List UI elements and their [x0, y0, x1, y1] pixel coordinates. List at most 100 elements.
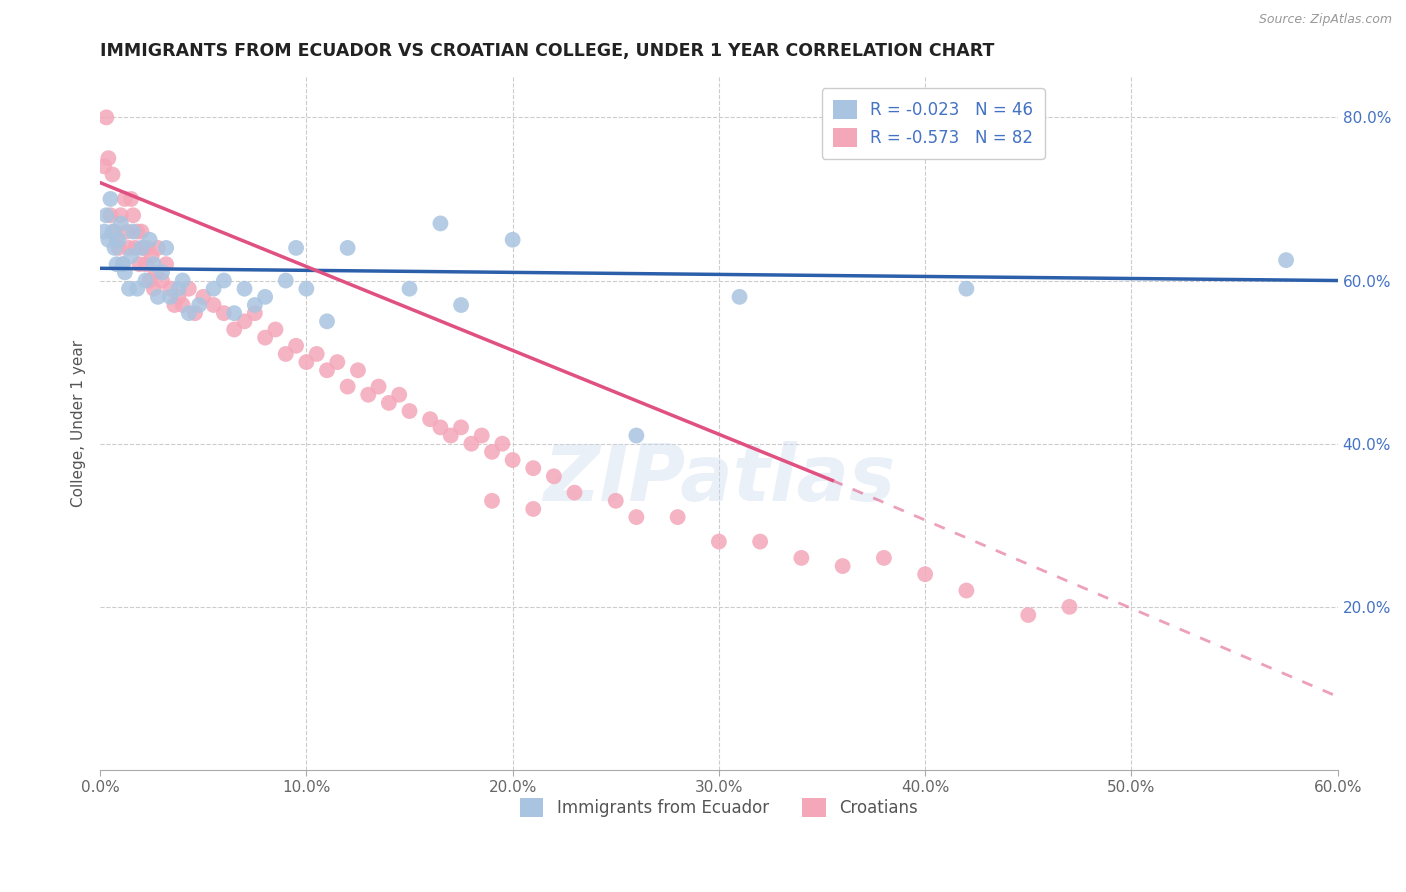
Point	[305, 347, 328, 361]
Point	[110, 216, 132, 230]
Point	[429, 216, 451, 230]
Point	[357, 388, 380, 402]
Point	[146, 290, 169, 304]
Y-axis label: College, Under 1 year: College, Under 1 year	[72, 340, 86, 507]
Point	[184, 306, 207, 320]
Point	[398, 404, 420, 418]
Text: Source: ZipAtlas.com: Source: ZipAtlas.com	[1258, 13, 1392, 27]
Point	[100, 192, 122, 206]
Point	[131, 225, 153, 239]
Point	[172, 298, 194, 312]
Point	[347, 363, 370, 377]
Point	[118, 241, 141, 255]
Point	[243, 298, 266, 312]
Point	[212, 274, 235, 288]
Point	[105, 233, 128, 247]
Point	[564, 485, 586, 500]
Point	[285, 339, 308, 353]
Point	[285, 241, 308, 255]
Point	[145, 265, 167, 279]
Point	[336, 241, 359, 255]
Point	[326, 355, 349, 369]
Point	[159, 290, 181, 304]
Point	[122, 225, 145, 239]
Point	[100, 208, 122, 222]
Point	[481, 445, 503, 459]
Point	[254, 290, 277, 304]
Point	[150, 265, 173, 279]
Point	[97, 151, 120, 165]
Point	[522, 461, 544, 475]
Point	[193, 290, 215, 304]
Point	[105, 257, 128, 271]
Point	[167, 282, 190, 296]
Point	[212, 306, 235, 320]
Point	[134, 274, 156, 288]
Point	[233, 282, 256, 296]
Point	[243, 306, 266, 320]
Point	[114, 192, 136, 206]
Point	[141, 249, 163, 263]
Point	[172, 274, 194, 288]
Point	[749, 534, 772, 549]
Point	[471, 428, 494, 442]
Point	[502, 233, 524, 247]
Point	[831, 559, 853, 574]
Point	[107, 241, 129, 255]
Legend: Immigrants from Ecuador, Croatians: Immigrants from Ecuador, Croatians	[513, 791, 924, 824]
Point	[150, 274, 173, 288]
Point	[522, 502, 544, 516]
Point	[159, 282, 181, 296]
Point	[103, 241, 125, 255]
Point	[707, 534, 730, 549]
Point	[97, 233, 120, 247]
Point	[398, 282, 420, 296]
Point	[124, 241, 146, 255]
Point	[132, 241, 155, 255]
Point	[127, 225, 149, 239]
Point	[96, 111, 118, 125]
Point	[115, 225, 138, 239]
Point	[202, 298, 225, 312]
Point	[274, 274, 297, 288]
Point	[131, 241, 153, 255]
Point	[440, 428, 463, 442]
Point	[177, 306, 200, 320]
Point	[491, 436, 513, 450]
Point	[626, 428, 648, 442]
Point	[138, 233, 160, 247]
Point	[114, 265, 136, 279]
Point	[873, 550, 896, 565]
Point	[188, 298, 211, 312]
Point	[295, 282, 318, 296]
Point	[502, 453, 524, 467]
Point	[224, 306, 246, 320]
Point	[955, 583, 977, 598]
Point	[177, 282, 200, 296]
Point	[118, 282, 141, 296]
Point	[264, 322, 287, 336]
Point	[914, 567, 936, 582]
Point	[138, 274, 160, 288]
Point	[120, 249, 142, 263]
Point	[481, 493, 503, 508]
Point	[450, 420, 472, 434]
Point	[122, 208, 145, 222]
Point	[429, 420, 451, 434]
Point	[155, 257, 177, 271]
Text: IMMIGRANTS FROM ECUADOR VS CROATIAN COLLEGE, UNDER 1 YEAR CORRELATION CHART: IMMIGRANTS FROM ECUADOR VS CROATIAN COLL…	[100, 42, 994, 60]
Point	[224, 322, 246, 336]
Point	[955, 282, 977, 296]
Point	[460, 436, 482, 450]
Point	[167, 290, 190, 304]
Point	[155, 241, 177, 255]
Point	[1059, 599, 1081, 614]
Point	[128, 257, 150, 271]
Point	[163, 298, 186, 312]
Text: ZIPatlas: ZIPatlas	[543, 441, 896, 516]
Point	[142, 282, 165, 296]
Point	[419, 412, 441, 426]
Point	[388, 388, 411, 402]
Point	[134, 257, 156, 271]
Point	[101, 225, 124, 239]
